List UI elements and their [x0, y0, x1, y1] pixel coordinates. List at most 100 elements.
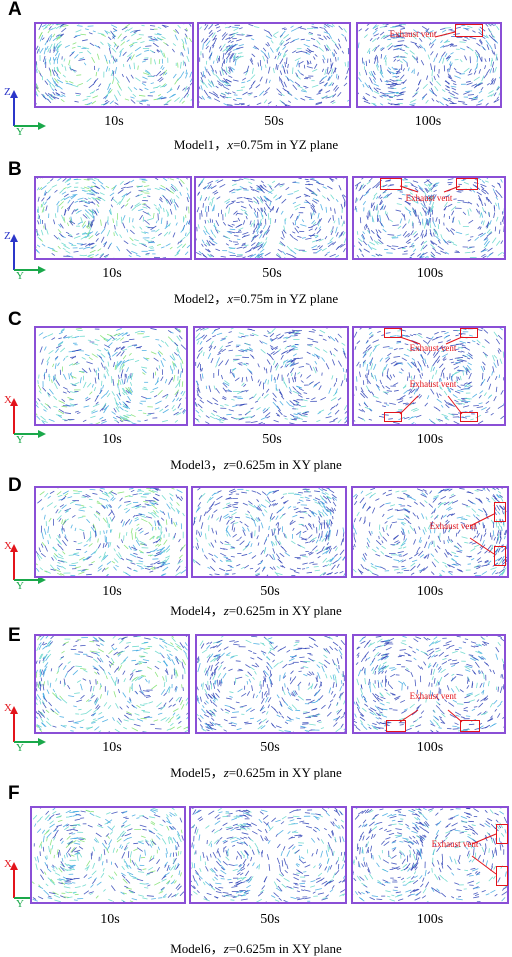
- velocity-vector: [112, 48, 116, 52]
- velocity-vector: [263, 92, 267, 95]
- velocity-vector: [263, 188, 268, 191]
- velocity-vector: [114, 420, 118, 422]
- velocity-vector: [49, 389, 53, 394]
- velocity-vector: [294, 572, 299, 574]
- velocity-vector: [472, 543, 477, 545]
- velocity-vector: [232, 406, 237, 407]
- velocity-vector: [140, 531, 144, 534]
- velocity-vector: [493, 530, 494, 536]
- velocity-vector: [387, 99, 391, 100]
- velocity-vector: [257, 422, 263, 424]
- velocity-vector: [367, 181, 371, 184]
- velocity-vector: [113, 56, 115, 61]
- velocity-vector: [462, 537, 468, 539]
- velocity-vector: [135, 203, 140, 207]
- velocity-vector: [121, 205, 124, 208]
- velocity-vector: [280, 71, 282, 75]
- velocity-vector: [332, 508, 334, 512]
- velocity-vector: [383, 492, 386, 494]
- velocity-vector: [130, 238, 134, 241]
- velocity-vector: [158, 527, 159, 530]
- velocity-vector: [477, 340, 481, 343]
- velocity-vector: [381, 54, 382, 58]
- velocity-vector: [137, 557, 143, 559]
- velocity-vector: [217, 496, 223, 500]
- velocity-vector: [357, 255, 359, 258]
- velocity-vector: [44, 515, 45, 520]
- velocity-vector: [477, 343, 480, 345]
- velocity-vector: [43, 56, 45, 62]
- velocity-vector: [242, 78, 246, 80]
- velocity-vector: [247, 369, 252, 373]
- velocity-vector: [327, 198, 329, 201]
- velocity-vector: [394, 59, 396, 62]
- velocity-vector: [89, 564, 93, 565]
- velocity-vector: [50, 491, 54, 494]
- velocity-vector: [478, 100, 483, 103]
- velocity-vector: [365, 517, 366, 523]
- velocity-vector: [369, 332, 372, 335]
- velocity-vector: [174, 533, 176, 538]
- velocity-vector: [264, 211, 266, 216]
- velocity-vector: [353, 543, 354, 547]
- velocity-vector: [334, 348, 337, 351]
- velocity-vector: [342, 34, 345, 36]
- velocity-vector: [127, 53, 132, 58]
- velocity-vector: [474, 573, 477, 574]
- velocity-vector: [106, 499, 108, 502]
- velocity-vector: [106, 66, 108, 71]
- velocity-vector: [142, 373, 145, 375]
- velocity-vector: [373, 30, 378, 34]
- velocity-vector: [208, 84, 211, 88]
- velocity-vector: [334, 383, 336, 387]
- velocity-vector: [120, 369, 121, 372]
- velocity-vector: [204, 244, 206, 246]
- velocity-vector: [266, 36, 272, 39]
- velocity-vector: [364, 35, 367, 38]
- velocity-vector: [478, 522, 479, 525]
- velocity-vector: [272, 328, 275, 331]
- velocity-vector: [212, 493, 216, 496]
- velocity-vector: [335, 338, 338, 342]
- velocity-vector: [482, 76, 484, 82]
- velocity-vector: [163, 409, 169, 413]
- velocity-vector: [198, 404, 203, 408]
- velocity-vector: [499, 375, 500, 378]
- velocity-vector: [204, 90, 208, 96]
- velocity-vector: [90, 257, 94, 258]
- velocity-vector: [450, 53, 453, 55]
- velocity-vector: [176, 195, 179, 198]
- velocity-vector: [426, 207, 428, 210]
- velocity-vector: [485, 65, 486, 69]
- velocity-vector: [57, 53, 59, 60]
- velocity-vector: [47, 362, 48, 366]
- velocity-vector: [36, 549, 38, 555]
- velocity-vector: [225, 573, 229, 574]
- velocity-vector: [261, 505, 266, 508]
- velocity-vector: [66, 83, 72, 85]
- velocity-vector: [454, 371, 460, 374]
- velocity-vector: [205, 67, 206, 71]
- velocity-vector: [411, 185, 417, 188]
- velocity-vector: [463, 104, 468, 105]
- velocity-vector: [383, 527, 385, 532]
- velocity-vector: [428, 554, 430, 559]
- velocity-vector: [335, 209, 336, 214]
- velocity-vector: [49, 534, 50, 538]
- velocity-vector: [265, 65, 266, 68]
- velocity-vector: [496, 241, 500, 246]
- velocity-vector: [501, 527, 502, 531]
- velocity-vector: [75, 528, 76, 531]
- velocity-vector: [460, 376, 461, 380]
- velocity-vector: [363, 418, 365, 421]
- velocity-vector: [290, 234, 294, 238]
- velocity-vector: [36, 46, 38, 50]
- velocity-vector: [315, 236, 318, 238]
- velocity-vector: [313, 56, 315, 59]
- velocity-vector: [176, 522, 177, 525]
- velocity-vector: [88, 198, 91, 199]
- velocity-vector: [48, 496, 51, 498]
- velocity-vector: [311, 213, 312, 219]
- velocity-vector: [427, 395, 429, 399]
- velocity-vector: [295, 98, 298, 100]
